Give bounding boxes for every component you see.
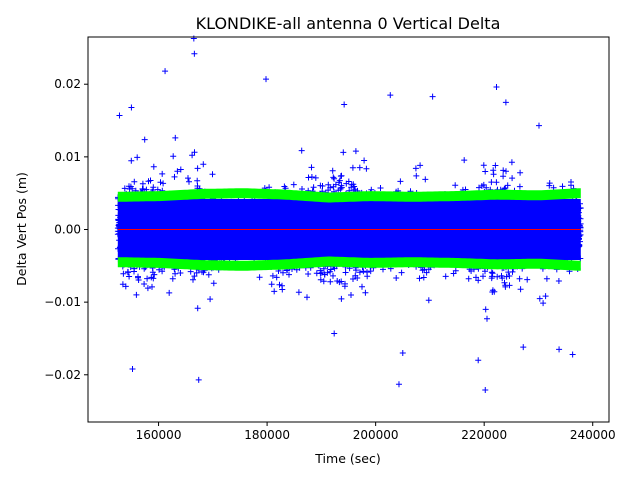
scatter-outlier-point [429, 93, 436, 100]
scatter-outlier-point [341, 101, 348, 108]
scatter-outlier-point [129, 365, 136, 372]
y-tick-label: 0.02 [54, 77, 81, 91]
y-tick-label: −0.02 [44, 368, 81, 382]
scatter-outlier-point [569, 351, 576, 358]
scatter-outlier-point [387, 92, 394, 99]
x-tick-label: 160000 [136, 428, 182, 442]
x-tick-label: 240000 [570, 428, 616, 442]
y-tick-label: 0.00 [54, 223, 81, 237]
scatter-outlier-point [482, 387, 489, 394]
scatter-outlier-point [128, 104, 135, 111]
x-tick-label: 200000 [353, 428, 399, 442]
scatter-outlier-point [399, 349, 406, 356]
band-upper [117, 188, 581, 203]
band-lower [117, 256, 581, 271]
scatter-outlier-point [263, 76, 270, 83]
scatter-outlier-point [520, 344, 527, 351]
scatter-outlier-point [190, 35, 197, 42]
y-tick-label: 0.01 [54, 150, 81, 164]
x-tick-label: 220000 [461, 428, 507, 442]
green-band-series [117, 188, 581, 271]
scatter-outlier-point [535, 122, 542, 129]
scatter-outlier-point [195, 376, 202, 383]
scatter-outlier-point [191, 50, 198, 57]
scatter-outlier-point [116, 112, 123, 119]
x-axis-label: Time (sec) [314, 451, 380, 466]
chart-title: KLONDIKE-all antenna 0 Vertical Delta [196, 14, 501, 33]
scatter-outlier-point [556, 346, 563, 353]
x-axis: 160000 180000 200000 220000 240000 [136, 422, 616, 442]
scatter-outlier-point [395, 381, 402, 388]
y-tick-label: −0.01 [44, 295, 81, 309]
plot-area [114, 35, 584, 394]
y-axis-label: Delta Vert Pos (m) [14, 172, 29, 286]
scatter-outlier-point [475, 357, 482, 364]
y-axis: −0.02 −0.01 0.00 0.01 0.02 [44, 77, 88, 382]
scatter-outlier-point [502, 99, 509, 106]
scatter-outlier-point [162, 68, 169, 75]
x-tick-label: 180000 [244, 428, 290, 442]
